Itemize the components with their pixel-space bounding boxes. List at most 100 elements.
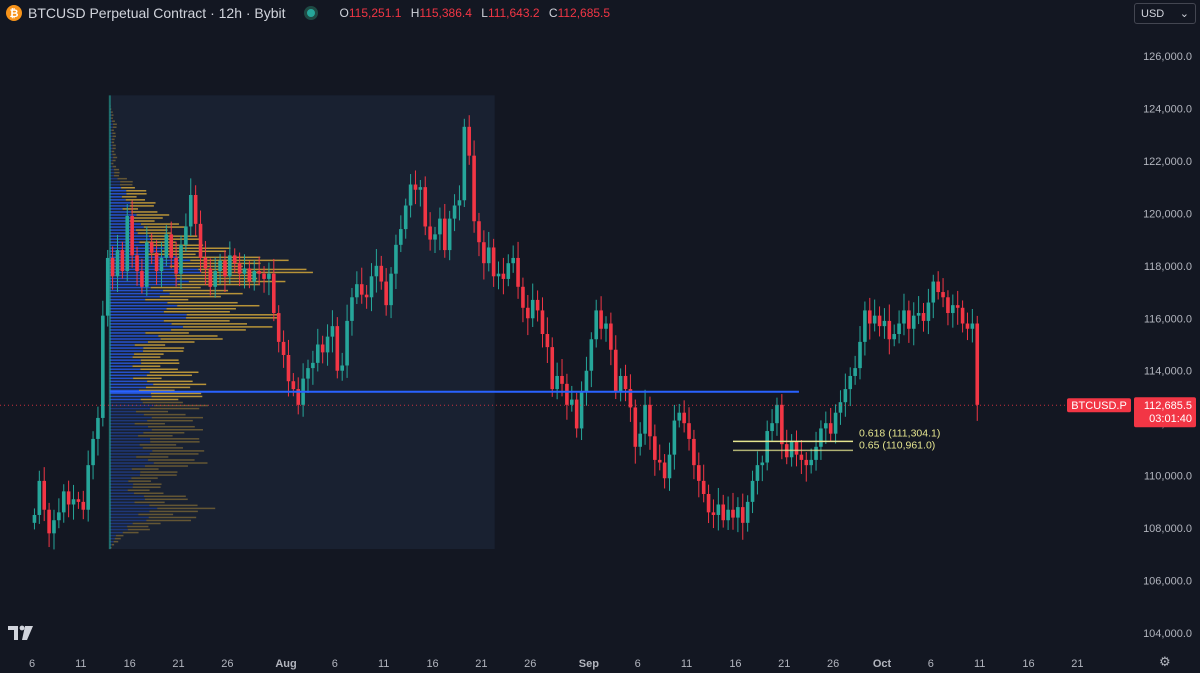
volume-profile-bar <box>109 353 135 355</box>
candle-body <box>526 307 530 319</box>
volume-profile-bar <box>150 238 200 240</box>
candle-body <box>618 375 623 392</box>
candle-body <box>37 480 42 515</box>
volume-profile-bar <box>109 395 152 398</box>
candle-body <box>281 341 286 355</box>
volume-profile-bar <box>121 186 135 189</box>
candle-body <box>203 257 208 269</box>
candle-body <box>330 326 335 337</box>
volume-profile-bar <box>109 144 113 147</box>
candle-body <box>486 247 491 264</box>
volume-profile-bar <box>144 495 186 498</box>
volume-profile-bar <box>109 435 139 437</box>
x-axis-tick-label: 6 <box>635 658 641 670</box>
volume-profile-bar <box>109 510 150 513</box>
volume-profile-bar <box>109 132 113 135</box>
currency-select[interactable]: USD ⌄ <box>1134 3 1196 24</box>
currency-value: USD <box>1141 7 1165 20</box>
volume-profile-bar <box>109 489 128 491</box>
volume-profile-bar <box>113 174 119 177</box>
volume-profile-bar <box>169 292 243 295</box>
volume-profile-bar <box>177 256 261 259</box>
candle-body <box>433 234 437 240</box>
candle-body <box>838 402 843 413</box>
candle-body <box>521 286 525 308</box>
candle-body <box>579 391 584 429</box>
volume-profile-bar <box>109 298 146 301</box>
volume-profile-bar <box>109 453 150 455</box>
volume-profile-bar <box>147 380 193 383</box>
candle-body <box>501 273 506 279</box>
bitcoin-icon: ₿ <box>6 5 22 21</box>
volume-profile-bar <box>109 525 128 528</box>
volume-profile-bar <box>139 474 177 476</box>
candle-body <box>198 223 203 258</box>
volume-profile-bar <box>127 528 150 531</box>
volume-profile-bar <box>109 123 113 125</box>
candle-body <box>672 420 677 455</box>
volume-profile-bar <box>112 120 115 122</box>
volume-profile-bar <box>109 389 139 392</box>
volume-profile-bar <box>157 507 216 510</box>
volume-profile-bar <box>109 256 178 259</box>
candle-body <box>623 375 628 390</box>
y-axis-tick-label: 120,000.0 <box>1143 208 1192 220</box>
volume-profile-bar <box>111 114 114 116</box>
volume-profile-bar <box>109 223 141 225</box>
candle-body <box>247 268 252 282</box>
candle-body <box>315 344 320 363</box>
volume-profile-bar <box>109 416 152 419</box>
ohlc-readout: O115,251.1 H115,386.4 L111,643.2 C112,68… <box>334 6 611 20</box>
volume-profile-bar <box>128 480 151 482</box>
volume-profile-bar <box>138 389 175 392</box>
x-axis-tick-label: 6 <box>332 658 338 670</box>
candle-body <box>960 307 965 324</box>
volume-profile-bar <box>143 347 185 349</box>
volume-profile-bar <box>109 486 133 488</box>
volume-profile-bar <box>159 295 221 298</box>
candle-body <box>47 509 51 534</box>
volume-profile-bar <box>133 217 163 219</box>
volume-profile-bar <box>142 401 183 404</box>
candle-body <box>653 436 657 460</box>
candle-body <box>169 234 174 258</box>
close-key: C <box>548 6 558 20</box>
volume-profile-bar <box>162 250 227 253</box>
volume-profile-bar <box>142 350 184 352</box>
symbol-title[interactable]: BTCUSD Perpetual Contract · 12h · Bybit <box>28 5 286 21</box>
volume-profile-bar <box>153 462 208 464</box>
volume-profile-bar <box>109 383 154 386</box>
volume-profile-bar <box>109 495 145 498</box>
volume-profile-bar <box>109 507 158 510</box>
candle-body <box>897 323 901 335</box>
y-axis-tick-label: 104,000.0 <box>1143 628 1192 640</box>
gear-icon[interactable]: ⚙ <box>1159 655 1171 670</box>
volume-profile-bar <box>166 307 236 310</box>
candle-body <box>780 404 784 445</box>
volume-profile-bar <box>149 504 198 507</box>
volume-profile-bar <box>109 338 161 340</box>
volume-profile-bar <box>109 438 151 440</box>
candle-body <box>154 252 159 272</box>
candle-body <box>545 334 550 348</box>
candle-body <box>697 465 701 481</box>
y-axis-tick-label: 106,000.0 <box>1143 576 1192 588</box>
candle-body <box>286 354 291 382</box>
candle-body <box>921 313 926 321</box>
candle-body <box>755 465 760 481</box>
volume-profile-bar <box>150 392 202 395</box>
candle-body <box>609 323 613 350</box>
volume-profile-bar <box>145 386 191 389</box>
candle-body <box>560 375 564 384</box>
candle-body <box>638 433 642 447</box>
volume-profile-bar <box>109 432 144 434</box>
x-axis-tick-label: 21 <box>1071 658 1083 670</box>
volume-profile-bar <box>109 159 113 162</box>
candle-body <box>101 315 105 418</box>
volume-profile-bar <box>115 534 124 537</box>
candle-body <box>252 271 257 282</box>
volume-profile-bar <box>111 150 115 153</box>
volume-profile-bar <box>150 407 200 410</box>
volume-profile-bar <box>177 304 260 307</box>
